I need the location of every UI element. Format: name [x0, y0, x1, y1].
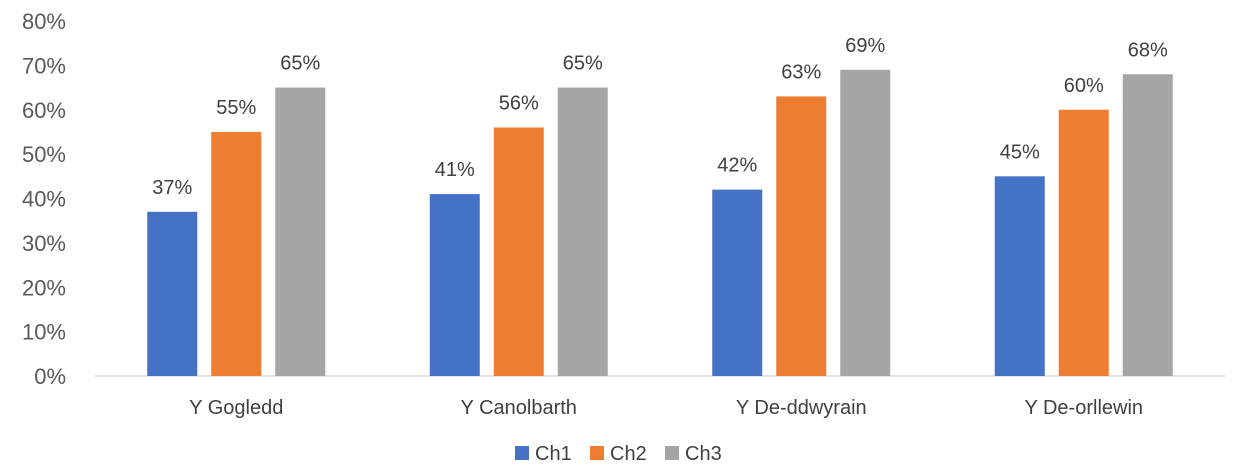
- bar-ch2-3: [776, 96, 827, 376]
- y-tick-label: 20%: [22, 275, 66, 300]
- y-tick-label: 0%: [34, 364, 66, 389]
- data-label: 69%: [845, 35, 885, 57]
- bar-ch3-3: [840, 69, 891, 376]
- y-tick-label: 10%: [22, 320, 66, 345]
- y-axis-ticks: 0% 10% 20% 30% 40% 50% 60% 70% 80%: [22, 9, 66, 389]
- bar-ch3-1: [275, 87, 326, 376]
- bar-ch2-2: [493, 127, 544, 376]
- x-axis-category-labels: Y Gogledd Y Canolbarth Y De-ddwyrain Y De-o…: [189, 397, 1143, 419]
- data-label: 37%: [152, 177, 192, 199]
- y-tick-label: 80%: [22, 9, 66, 34]
- data-label: 65%: [563, 53, 603, 75]
- bar-ch1-4: [994, 176, 1045, 376]
- bars: [147, 69, 1173, 376]
- x-category-label: Y De-orllewin: [1024, 397, 1143, 419]
- data-label: 56%: [499, 93, 539, 115]
- bar-ch1-2: [429, 194, 480, 376]
- y-tick-label: 70%: [22, 53, 66, 78]
- data-label: 42%: [717, 155, 757, 177]
- data-label: 41%: [435, 159, 475, 181]
- bar-ch3-2: [557, 87, 608, 376]
- y-tick-label: 40%: [22, 187, 66, 212]
- data-label: 60%: [1064, 75, 1104, 97]
- bar-ch1-1: [147, 211, 198, 376]
- legend-swatch-ch3: [665, 446, 679, 460]
- x-category-label: Y Gogledd: [189, 397, 283, 419]
- legend-label-ch3: Ch3: [685, 443, 722, 465]
- bar-ch1-3: [712, 189, 763, 376]
- legend-swatch-ch2: [590, 446, 604, 460]
- y-tick-label: 60%: [22, 98, 66, 123]
- data-labels: 37% 55% 65% 41% 56% 65% 42% 63% 69% 45% 60% 68%: [152, 35, 1168, 199]
- data-label: 45%: [1000, 141, 1040, 163]
- y-tick-label: 30%: [22, 231, 66, 256]
- data-label: 55%: [216, 97, 256, 119]
- legend-label-ch1: Ch1: [535, 443, 572, 465]
- x-category-label: Y De-ddwyrain: [736, 397, 867, 419]
- legend: Ch1 Ch2 Ch3: [515, 443, 722, 465]
- bar-ch2-4: [1058, 109, 1109, 376]
- data-label: 68%: [1128, 39, 1168, 61]
- bar-ch3-4: [1122, 74, 1173, 376]
- y-tick-label: 50%: [22, 142, 66, 167]
- data-label: 63%: [781, 61, 821, 83]
- bar-ch2-1: [211, 131, 262, 376]
- legend-label-ch2: Ch2: [610, 443, 647, 465]
- data-label: 65%: [280, 53, 320, 75]
- legend-swatch-ch1: [515, 446, 529, 460]
- x-category-label: Y Canolbarth: [461, 397, 577, 419]
